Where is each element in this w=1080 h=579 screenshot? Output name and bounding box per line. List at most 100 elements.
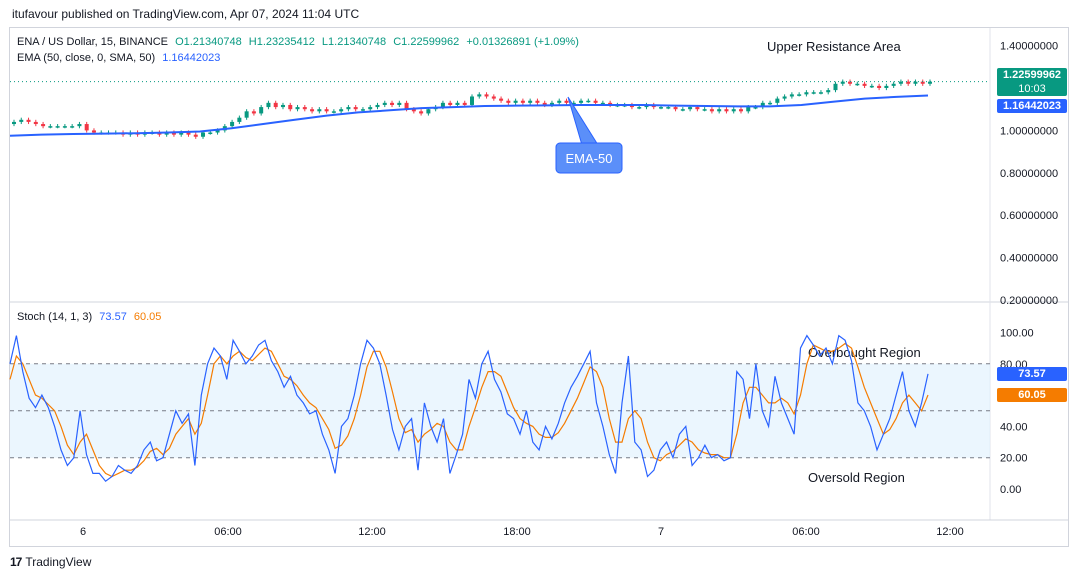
candle-body xyxy=(470,96,474,105)
candle xyxy=(12,119,16,127)
candle-body xyxy=(440,102,445,108)
ema-callout-label: EMA-50 xyxy=(566,151,613,166)
candle-body xyxy=(55,126,60,128)
candle-body xyxy=(877,85,882,88)
oversold-label: Oversold Region xyxy=(808,470,905,485)
candle xyxy=(891,81,896,88)
candle-body xyxy=(331,111,336,113)
low-value: L1.21340748 xyxy=(321,36,387,48)
candle-body xyxy=(48,126,53,128)
candle xyxy=(164,130,169,137)
candle xyxy=(520,98,525,105)
price-axis-tick-label: 1.40000000 xyxy=(1000,41,1058,53)
candle xyxy=(484,92,489,99)
candle xyxy=(724,107,729,114)
candle-body xyxy=(491,96,496,99)
stoch-label[interactable]: Stoch (14, 1, 3) xyxy=(17,311,93,323)
candle xyxy=(230,119,235,129)
time-axis-tick-label: 12:00 xyxy=(358,526,386,538)
candle-body xyxy=(848,81,853,84)
candle xyxy=(782,94,787,101)
time-axis-tick-label: 18:00 xyxy=(503,526,531,538)
candle xyxy=(811,90,816,95)
candle xyxy=(84,121,89,133)
candle-body xyxy=(237,117,242,122)
candle xyxy=(789,92,794,99)
candle xyxy=(448,100,453,108)
close-price-text: 1.22599962 xyxy=(1002,69,1062,81)
candle-body xyxy=(702,109,707,111)
candle-body xyxy=(600,102,605,105)
candle xyxy=(273,100,278,110)
candle-body xyxy=(513,100,518,103)
candle xyxy=(259,104,264,116)
candle-body xyxy=(855,83,860,86)
candle xyxy=(702,107,707,112)
stoch-axis-tick-label: 20.00 xyxy=(1000,453,1028,465)
candle-body xyxy=(579,100,584,103)
candle-body xyxy=(869,85,874,88)
candle-body xyxy=(62,126,67,128)
time-axis-tick-label: 06:00 xyxy=(792,526,820,538)
candle-body xyxy=(811,92,816,94)
candle xyxy=(680,107,685,112)
candle-body xyxy=(804,92,809,95)
ema-legend: EMA (50, close, 0, SMA, 50) 1.16442023 xyxy=(17,52,224,64)
price-axis-tick-label: 1.00000000 xyxy=(1000,125,1058,137)
time-axis-tick-label: 7 xyxy=(658,526,664,538)
candle-body xyxy=(404,102,409,110)
candle xyxy=(884,83,889,91)
candle xyxy=(237,115,242,125)
candle-body xyxy=(259,107,264,114)
ema-price-tag: 1.16442023 xyxy=(997,99,1067,113)
candle xyxy=(19,117,24,125)
ema-label[interactable]: EMA (50, close, 0, SMA, 50) xyxy=(17,52,156,64)
candle xyxy=(775,96,780,105)
candle-body xyxy=(688,107,693,110)
price-axis-tick-label: 0.40000000 xyxy=(1000,253,1058,265)
candle xyxy=(840,79,845,86)
stoch-k-value: 73.57 xyxy=(99,311,127,323)
candle xyxy=(506,98,511,105)
candle xyxy=(353,104,358,112)
candle-body xyxy=(477,94,482,97)
candle-body xyxy=(186,132,191,135)
candle xyxy=(499,96,504,103)
ema-value: 1.16442023 xyxy=(162,52,221,64)
chart-frame xyxy=(9,27,1069,547)
candle-body xyxy=(244,111,249,118)
countdown-text: 10:03 xyxy=(1018,83,1046,95)
symbol-label[interactable]: ENA / US Dollar, 15, BINANCE xyxy=(17,36,168,48)
candle xyxy=(869,83,874,88)
candle xyxy=(339,107,344,114)
candle xyxy=(193,132,198,139)
stoch-d-value: 60.05 xyxy=(133,311,162,323)
candle xyxy=(557,98,562,105)
candle xyxy=(862,81,867,88)
candle xyxy=(738,107,743,114)
candle-body xyxy=(666,107,671,109)
candle xyxy=(70,124,75,129)
candle-body xyxy=(26,119,31,122)
candle xyxy=(360,107,365,112)
candle-body xyxy=(571,102,576,105)
candle-body xyxy=(760,102,765,108)
candle xyxy=(833,81,838,93)
candle-body xyxy=(840,81,845,84)
candle-body xyxy=(375,104,380,108)
candle xyxy=(826,88,831,95)
tradingview-logo[interactable]: 17 TradingView xyxy=(10,555,91,569)
candle xyxy=(55,124,60,129)
candle xyxy=(41,121,46,129)
candle xyxy=(760,100,765,110)
candle-body xyxy=(346,107,351,110)
candle-body xyxy=(317,109,322,112)
candle-body xyxy=(833,83,838,91)
stoch-legend: Stoch (14, 1, 3) 73.57 60.05 xyxy=(17,311,165,323)
candle xyxy=(77,121,82,129)
candle-body xyxy=(12,121,16,125)
candle-body xyxy=(680,109,685,111)
candle-body xyxy=(455,102,460,105)
candle xyxy=(419,109,424,116)
